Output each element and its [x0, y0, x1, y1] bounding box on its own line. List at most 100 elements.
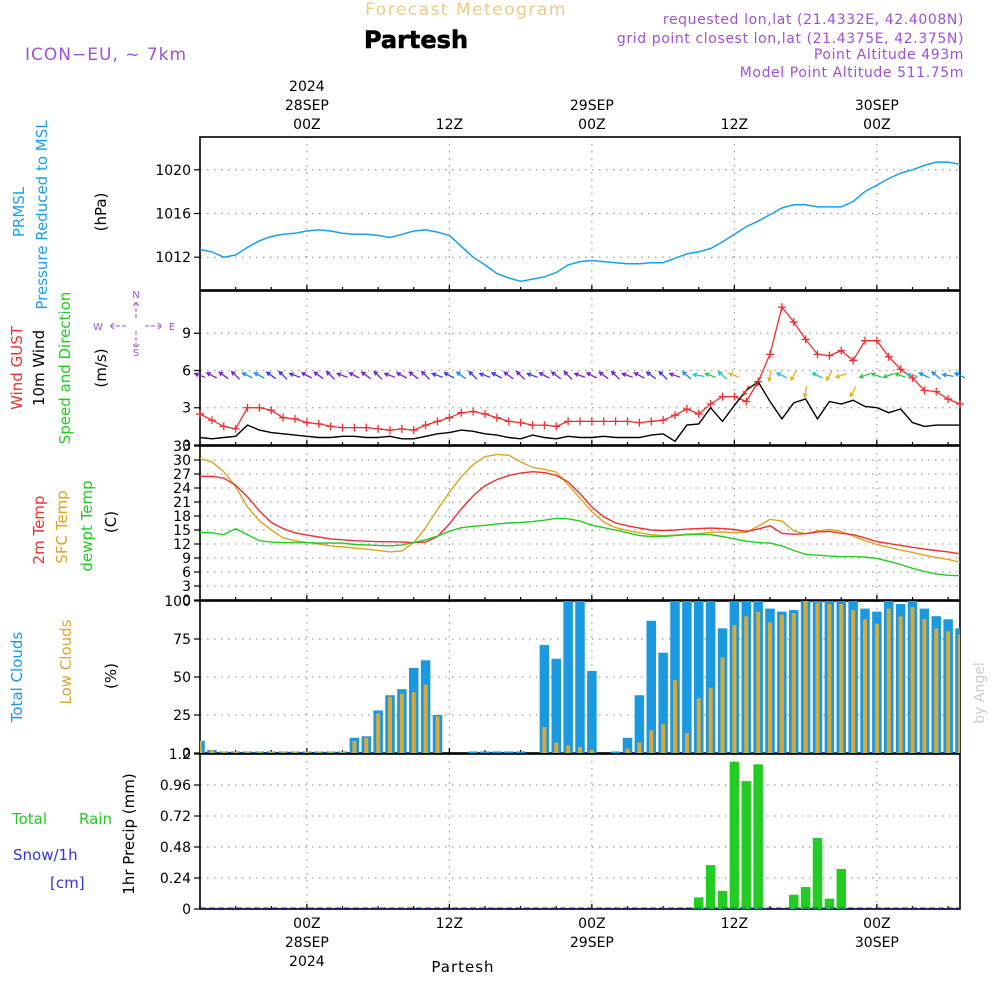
bottom-hour-label: 00Z	[863, 916, 890, 932]
y-tick-label: 21	[173, 495, 191, 511]
rain-bar	[800, 887, 811, 909]
low-cloud-bar	[625, 748, 630, 753]
total-cloud-bar	[622, 737, 633, 753]
gust-marker	[481, 409, 489, 418]
total-cloud-bar	[670, 601, 680, 753]
compass-s: S	[133, 348, 139, 359]
top-date-label: 30SEP	[855, 98, 899, 114]
wind-arrow-icon	[420, 370, 431, 380]
y-tick-label: 18	[173, 509, 191, 525]
gust-marker	[896, 365, 905, 374]
gust-marker	[267, 406, 276, 415]
rain-bar	[694, 897, 704, 909]
low-cloud-bar	[649, 730, 654, 753]
low-cloud-bar	[886, 608, 891, 753]
total-cloud-bar	[646, 620, 656, 753]
model-label: ICON−EU, ~ 7km	[25, 45, 187, 65]
low-clouds-label: Low Clouds	[57, 619, 75, 704]
super-title: Forecast Meteogram	[365, 0, 567, 20]
gust-marker	[196, 409, 204, 418]
wind-arrow-icon	[930, 371, 941, 380]
wind-arrow-icon	[408, 371, 419, 380]
gust-marker	[457, 408, 466, 417]
wind-arrow-icon	[325, 370, 336, 380]
gust-marker	[314, 419, 323, 428]
wind-arrow-icon	[550, 371, 562, 380]
gust-marker	[516, 418, 525, 427]
wind-arrow-icon	[300, 372, 313, 379]
total-cloud-bar	[551, 658, 561, 753]
low-cloud-bar	[827, 604, 832, 753]
y-tick-label: 12	[173, 537, 191, 553]
total-cloud-bar	[200, 740, 205, 753]
rain-bar	[717, 890, 728, 909]
panel-frame	[199, 753, 961, 910]
pressure-msl-label: Pressure Reduced to MSL	[33, 120, 51, 310]
low-cloud-bar	[957, 634, 960, 753]
wind-arrow-icon	[633, 372, 645, 379]
gust-marker	[279, 413, 288, 422]
rain-bar	[812, 837, 823, 909]
wind-arrow-icon	[941, 372, 954, 378]
precip-unit-label: 1hr Precip (mm)	[120, 773, 138, 894]
low-cloud-bar	[304, 751, 309, 753]
wind-arrow-icon	[336, 372, 348, 378]
low-cloud-bar	[554, 742, 559, 753]
low-cloud-bar	[589, 749, 594, 753]
total-cloud-bar	[658, 652, 668, 753]
gust-marker	[694, 409, 703, 418]
low-cloud-bar	[732, 625, 737, 753]
low-cloud-bar	[281, 751, 286, 753]
gust-marker	[207, 416, 216, 425]
gust-marker	[623, 417, 632, 426]
snow-label: Snow/1h	[13, 846, 78, 864]
gust-marker	[504, 417, 513, 426]
wind-arrow-icon	[681, 371, 692, 380]
gust-marker	[421, 421, 430, 430]
precip-panel: 0 0.24 0.48 0.72 0.96 1.2	[160, 747, 961, 918]
wind-arrow-icon	[668, 372, 681, 378]
y-tick-label: 0	[182, 438, 191, 454]
grid-point-coords: grid point closest lon,lat (21.4375E, 42…	[617, 31, 964, 47]
low-cloud-bar	[316, 751, 321, 753]
prmsl-label: PRMSL	[10, 186, 28, 237]
total-cloud-bar	[504, 751, 514, 753]
top-hour-label: 00Z	[863, 117, 890, 133]
total-cloud-bar	[587, 670, 597, 753]
low-cloud-bar	[200, 740, 203, 753]
low-cloud-bar	[269, 751, 274, 753]
total-cloud-bar	[610, 751, 621, 753]
wind-arrow-icon	[645, 371, 657, 380]
panels: 1012101610200369036912151821242730330255…	[155, 136, 966, 918]
wind-arrow-icon	[573, 372, 586, 378]
gust-marker	[587, 417, 596, 426]
wind-gust-label: Wind GUST	[8, 325, 26, 410]
gust-marker	[647, 417, 656, 426]
total-cloud-bar	[563, 601, 573, 753]
wind-arrow-icon	[849, 386, 857, 398]
top-hour-label: 00Z	[578, 117, 605, 133]
low-cloud-bar	[577, 746, 583, 753]
wind-arrow-icon	[742, 385, 750, 397]
y-tick-label: 24	[173, 481, 191, 497]
low-cloud-bar	[423, 684, 428, 753]
gust-marker	[540, 421, 549, 430]
point-altitude: Point Altitude 493m	[814, 47, 964, 63]
low-cloud-bar	[946, 631, 951, 753]
wind-gust-line	[199, 305, 961, 431]
low-cloud-bar	[684, 733, 689, 753]
gust-marker	[635, 418, 644, 427]
panel-frame	[199, 136, 961, 291]
gust-marker	[813, 350, 822, 359]
gust-marker	[682, 404, 691, 413]
y-tick-label: 6	[182, 363, 191, 379]
gust-marker	[742, 397, 751, 406]
gust-marker	[469, 407, 478, 416]
total-cloud-bar	[682, 601, 692, 753]
bottom-date-label: 30SEP	[855, 935, 899, 951]
y-tick-label: 1012	[155, 250, 191, 266]
top-hour-label: 12Z	[436, 117, 463, 133]
top-year-label: 2024	[289, 79, 325, 95]
wind-arrow-icon	[598, 371, 609, 380]
